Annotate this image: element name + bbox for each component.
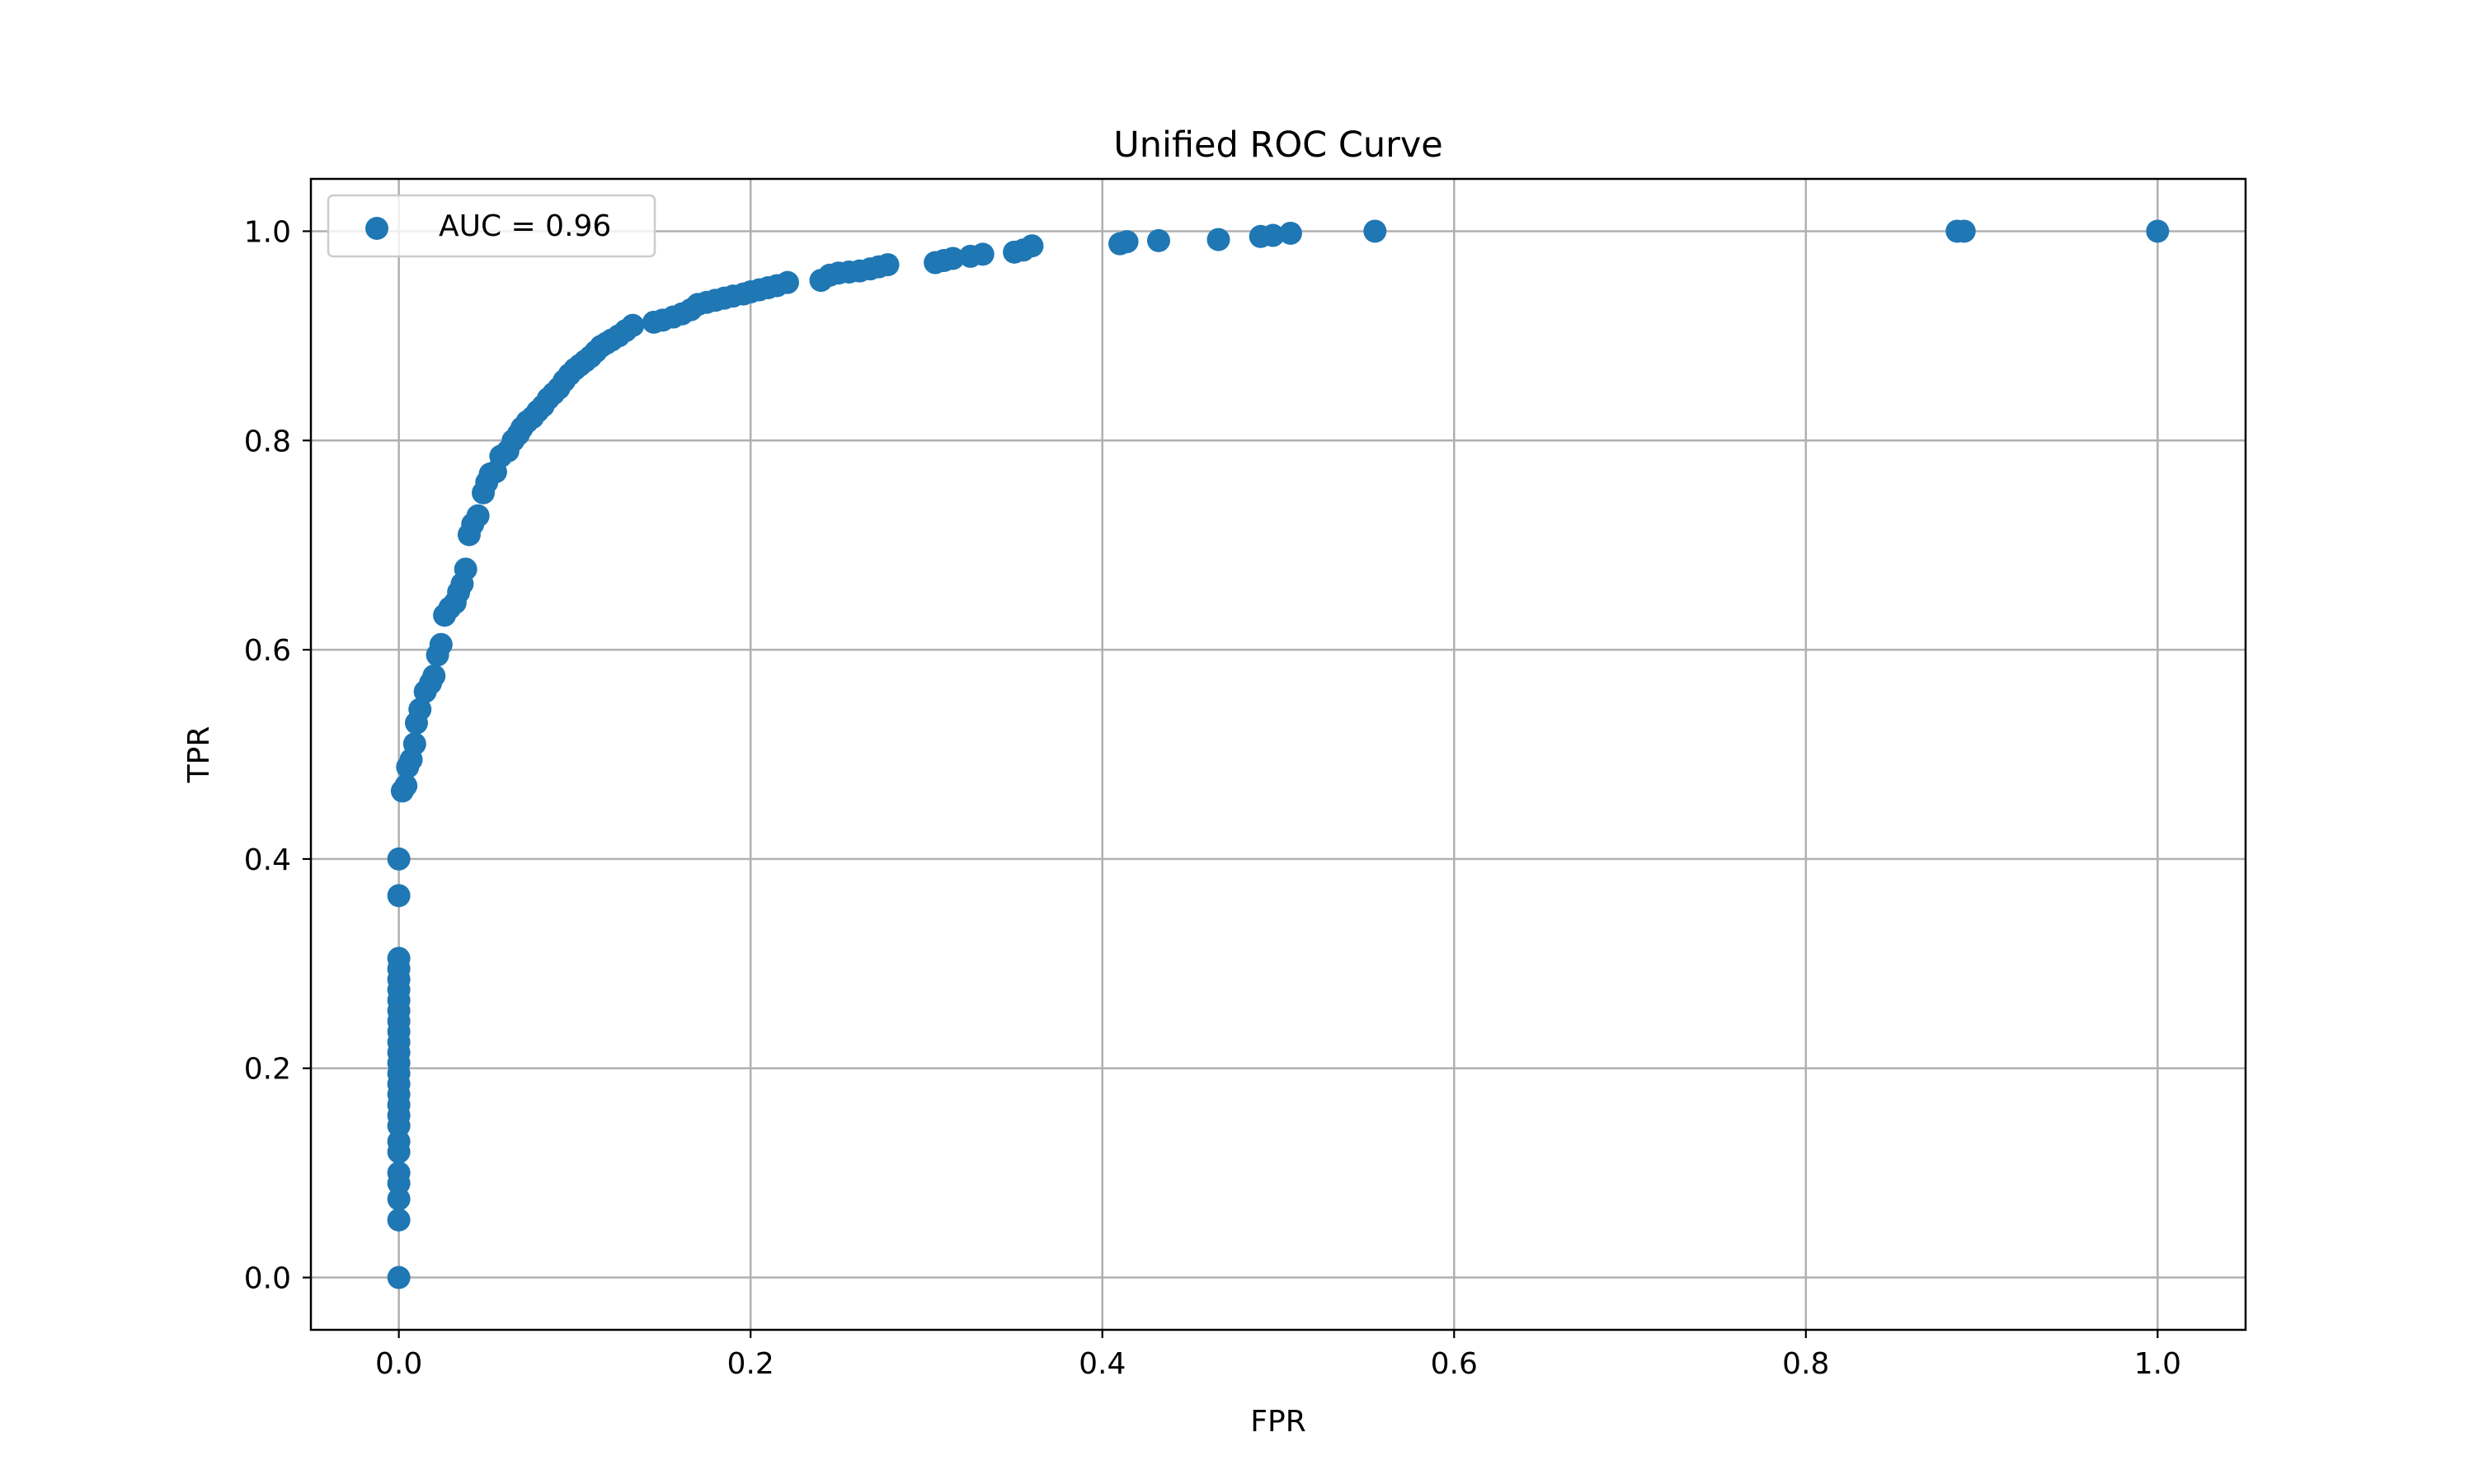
scatter-point xyxy=(402,732,426,756)
scatter-point xyxy=(1115,230,1139,254)
legend-marker xyxy=(365,217,388,240)
x-tick-label: 0.0 xyxy=(375,1347,422,1381)
scatter-point xyxy=(941,247,965,270)
x-tick-label: 1.0 xyxy=(2134,1347,2181,1381)
scatter-point xyxy=(1206,228,1230,251)
y-axis-ticks: 0.0 0.2 0.4 0.6 0.8 1.0 xyxy=(244,215,311,1296)
scatter-point xyxy=(408,697,432,721)
scatter-point xyxy=(387,847,411,871)
scatter-point xyxy=(775,270,799,294)
scatter-point xyxy=(2146,219,2170,243)
legend-entry-label: AUC = 0.96 xyxy=(439,209,611,243)
y-tick-label: 0.6 xyxy=(244,634,291,668)
scatter-point xyxy=(394,774,418,798)
y-tick-label: 0.2 xyxy=(244,1053,291,1087)
scatter-point xyxy=(1146,228,1170,252)
x-tick-label: 0.8 xyxy=(1782,1347,1829,1381)
scatter-point xyxy=(1020,234,1044,258)
y-tick-label: 0.0 xyxy=(244,1262,291,1296)
scatter-point xyxy=(971,242,995,266)
plot-frame xyxy=(309,177,2247,1331)
x-tick-label: 0.4 xyxy=(1079,1347,1126,1381)
x-axis-ticks: 0.0 0.2 0.4 0.6 0.8 1.0 xyxy=(375,1330,2181,1381)
y-tick-label: 0.4 xyxy=(244,843,291,877)
scatter-point xyxy=(1278,221,1302,245)
x-tick-label: 0.2 xyxy=(727,1347,774,1381)
x-axis-label: FPR xyxy=(1250,1405,1305,1439)
y-tick-label: 0.8 xyxy=(244,425,291,458)
scatter-point xyxy=(454,557,477,581)
scatter-point xyxy=(387,1208,411,1232)
scatter-points xyxy=(387,219,2170,1289)
y-axis-label: TPR xyxy=(182,726,216,784)
scatter-point xyxy=(429,632,453,656)
scatter-point xyxy=(387,1161,411,1185)
scatter-point xyxy=(876,253,900,277)
scatter-point xyxy=(387,1266,411,1289)
grid xyxy=(311,179,2246,1330)
scatter-point xyxy=(1261,223,1285,247)
y-tick-label: 1.0 xyxy=(244,215,291,249)
scatter-point xyxy=(466,504,490,528)
legend: AUC = 0.96 xyxy=(327,194,656,258)
scatter-point xyxy=(422,664,446,688)
scatter-point xyxy=(1952,219,1976,243)
chart-title: Unified ROC Curve xyxy=(1113,124,1442,166)
x-tick-label: 0.6 xyxy=(1431,1347,1478,1381)
scatter-point xyxy=(621,313,645,337)
scatter-point xyxy=(387,946,411,970)
legend-box xyxy=(327,194,656,258)
scatter-point xyxy=(387,884,411,908)
scatter-point xyxy=(1363,219,1387,243)
